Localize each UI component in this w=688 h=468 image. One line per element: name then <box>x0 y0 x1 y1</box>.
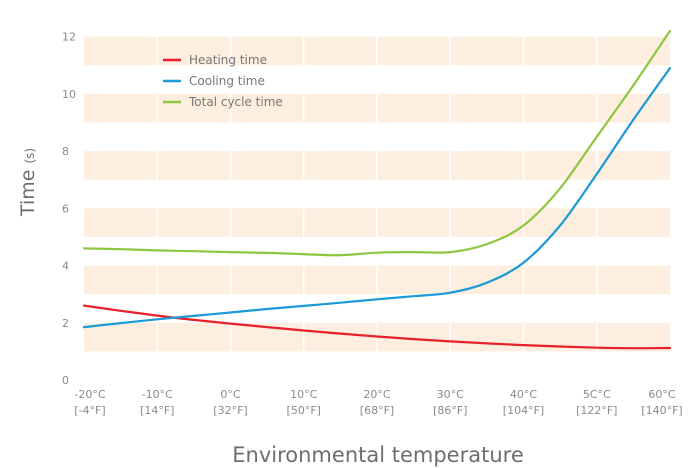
y-axis-ticks: 0 2 4 6 8 10 12 <box>62 31 76 387</box>
series-lines <box>82 29 672 350</box>
y-tick-label: 8 <box>62 145 69 158</box>
y-tick-label: 0 <box>62 374 69 387</box>
y-axis-label-text: Time <box>17 170 39 218</box>
y-tick-label: 12 <box>62 31 76 44</box>
series-line-cooling-time <box>82 67 672 329</box>
y-tick-label: 4 <box>62 260 69 273</box>
x-tick-label-celsius: 40°C <box>510 388 537 401</box>
y-tick-label: 2 <box>62 317 69 330</box>
x-tick-label-fahrenheit: [86°F] <box>433 404 467 417</box>
x-tick-label-celsius: 0°C <box>220 388 240 401</box>
x-tick-label-fahrenheit: [104°F] <box>503 404 544 417</box>
x-tick-label-celsius: -10°C <box>142 388 173 401</box>
x-tick-label-fahrenheit: [32°F] <box>213 404 247 417</box>
legend-label-cooling-time: Cooling time <box>189 74 265 88</box>
x-tick-label-fahrenheit: [122°F] <box>576 404 617 417</box>
x-axis-ticks: -20°C [-4°F] -10°C [14°F] 0°C [32°F] 10°C [50°F… <box>74 388 682 417</box>
x-tick-label-celsius: 5C°C <box>583 388 611 401</box>
x-tick-label-fahrenheit: [-4°F] <box>74 404 105 417</box>
x-tick-label-celsius: -20°C <box>74 388 105 401</box>
legend-label-heating-time: Heating time <box>189 53 267 67</box>
y-tick-label: 10 <box>62 88 76 101</box>
x-tick-label-celsius: 10°C <box>290 388 317 401</box>
series-line-heating-time <box>82 304 672 350</box>
legend: Heating time Cooling time Total cycle time <box>163 53 283 109</box>
legend-label-total-cycle-time: Total cycle time <box>188 95 283 109</box>
x-axis-label: Environmental temperature <box>232 443 523 467</box>
x-tick-label-fahrenheit: [14°F] <box>140 404 174 417</box>
y-axis-label: Time (s) <box>17 148 39 217</box>
y-tick-label: 6 <box>62 202 69 215</box>
series-line-total-cycle-time <box>82 29 672 257</box>
x-tick-label-fahrenheit: [140°F] <box>641 404 682 417</box>
x-tick-label-fahrenheit: [68°F] <box>360 404 394 417</box>
x-tick-label-celsius: 30°C <box>437 388 464 401</box>
background-bands <box>84 8 670 380</box>
y-axis-label-unit: (s) <box>23 148 37 164</box>
x-tick-label-fahrenheit: [50°F] <box>287 404 321 417</box>
x-tick-label-celsius: 60°C <box>648 388 675 401</box>
x-tick-label-celsius: 20°C <box>363 388 390 401</box>
